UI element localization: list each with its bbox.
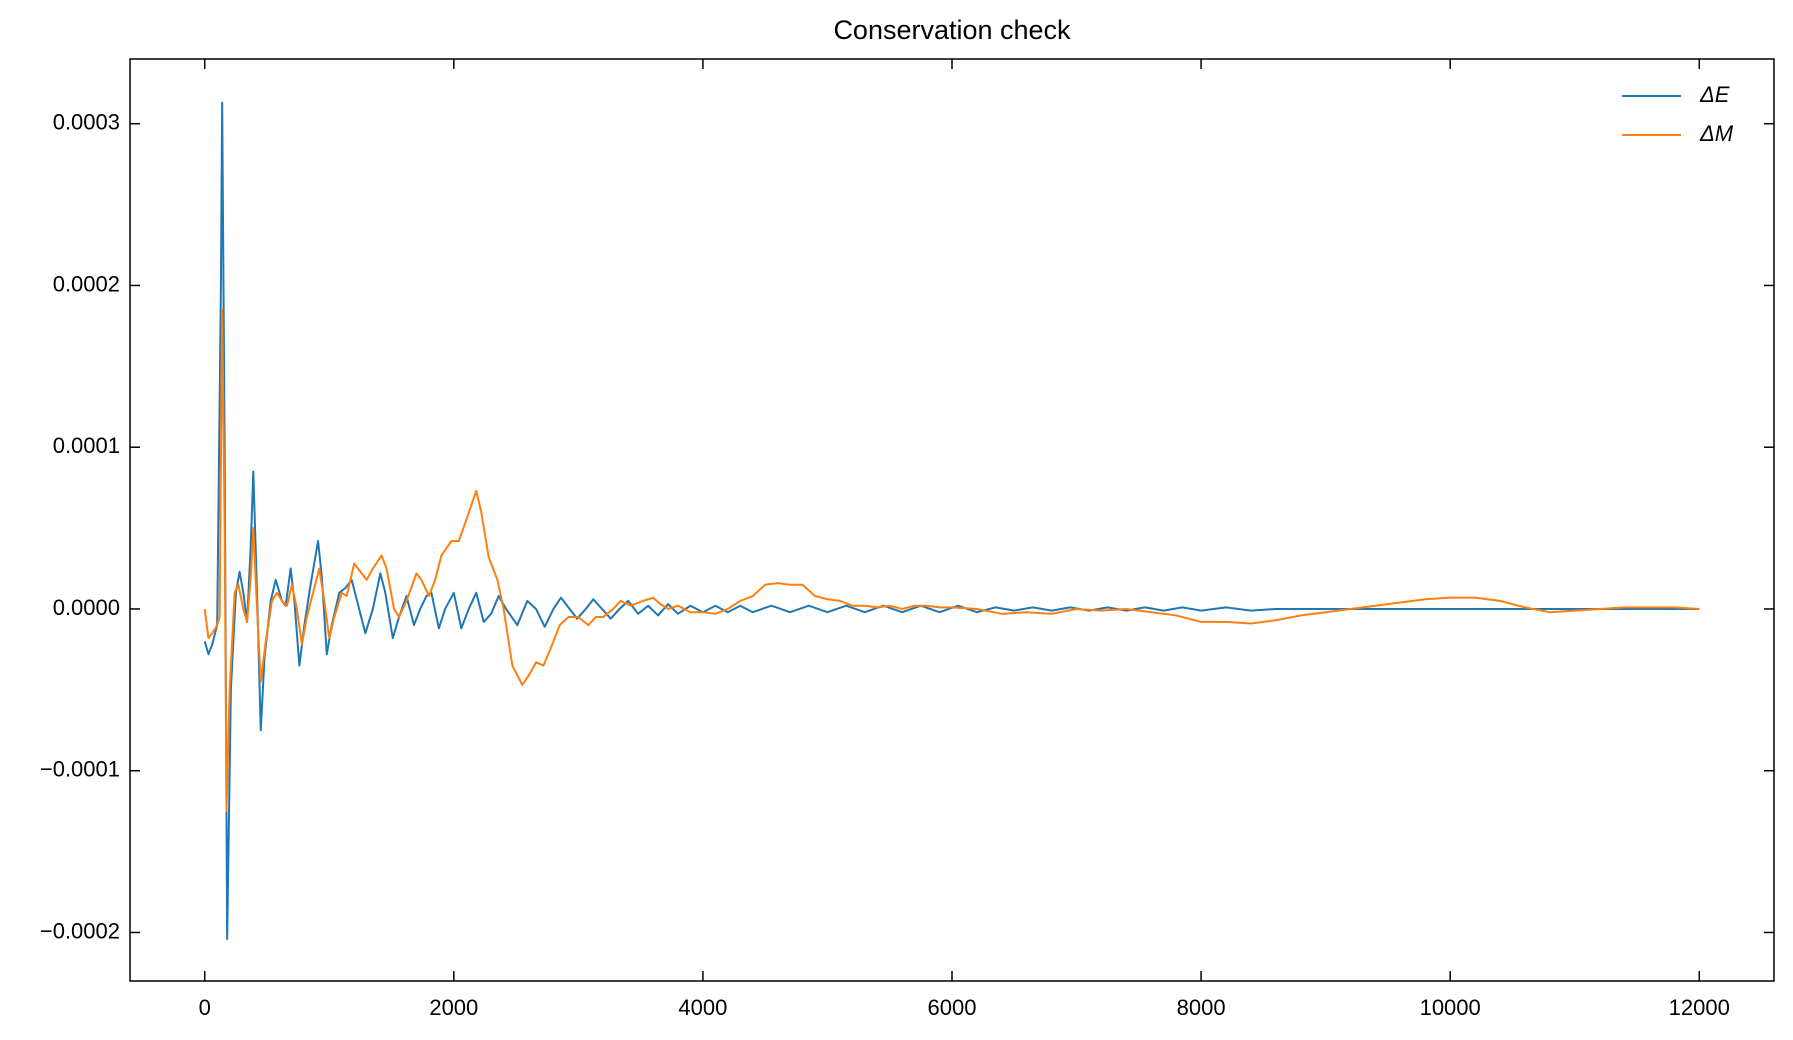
y-tick-label: −0.0001 bbox=[40, 757, 120, 782]
chart-title: Conservation check bbox=[833, 15, 1071, 45]
x-tick-label: 2000 bbox=[429, 995, 478, 1020]
x-tick-label: 0 bbox=[199, 995, 211, 1020]
series-line bbox=[203, 308, 1700, 813]
x-tick-label: 4000 bbox=[678, 995, 727, 1020]
x-tick-label: 6000 bbox=[928, 995, 977, 1020]
y-tick-label: −0.0002 bbox=[40, 918, 120, 943]
y-tick-label: 0.0000 bbox=[53, 595, 120, 620]
legend-label: ΔE bbox=[1699, 82, 1730, 107]
x-tick-label: 10000 bbox=[1420, 995, 1481, 1020]
legend-label: ΔM bbox=[1699, 121, 1734, 146]
x-tick-label: 8000 bbox=[1177, 995, 1226, 1020]
y-tick-label: 0.0003 bbox=[53, 110, 120, 135]
y-tick-label: 0.0001 bbox=[53, 433, 120, 458]
x-tick-label: 12000 bbox=[1669, 995, 1730, 1020]
y-tick-label: 0.0002 bbox=[53, 271, 120, 296]
